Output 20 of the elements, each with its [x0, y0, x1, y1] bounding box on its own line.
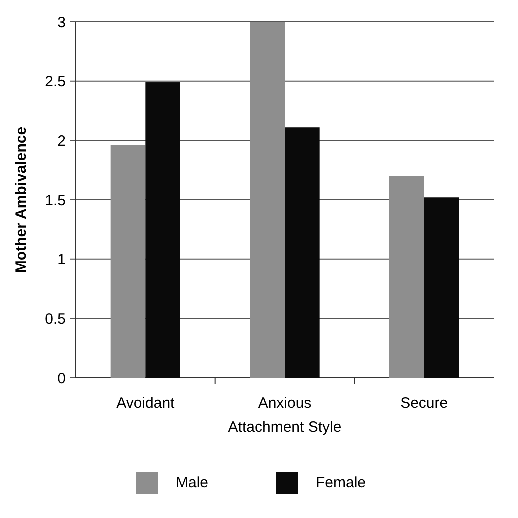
bar [424, 198, 460, 378]
y-tick-label: 1 [58, 252, 66, 269]
x-tick-label: Avoidant [116, 395, 176, 412]
bar [390, 176, 424, 378]
y-tick-label: 2 [58, 132, 66, 150]
bar [250, 22, 285, 378]
x-tick-label: Anxious [258, 395, 312, 412]
y-tick-label: 0.5 [45, 310, 66, 328]
bar [146, 82, 180, 378]
bar [110, 145, 146, 378]
y-tick-label: 1.5 [45, 192, 66, 210]
bar [285, 128, 320, 378]
x-axis-title: Attachment Style [228, 419, 342, 436]
x-tick-label: Secure [400, 395, 448, 412]
y-tick-label: 3 [58, 14, 66, 32]
legend-label: Female [316, 474, 366, 492]
y-axis-title: Mother Ambivalence [13, 126, 30, 274]
y-tick-label: 2.5 [45, 74, 66, 91]
legend-label: Male [176, 474, 209, 492]
y-tick-label: 0 [58, 370, 66, 388]
